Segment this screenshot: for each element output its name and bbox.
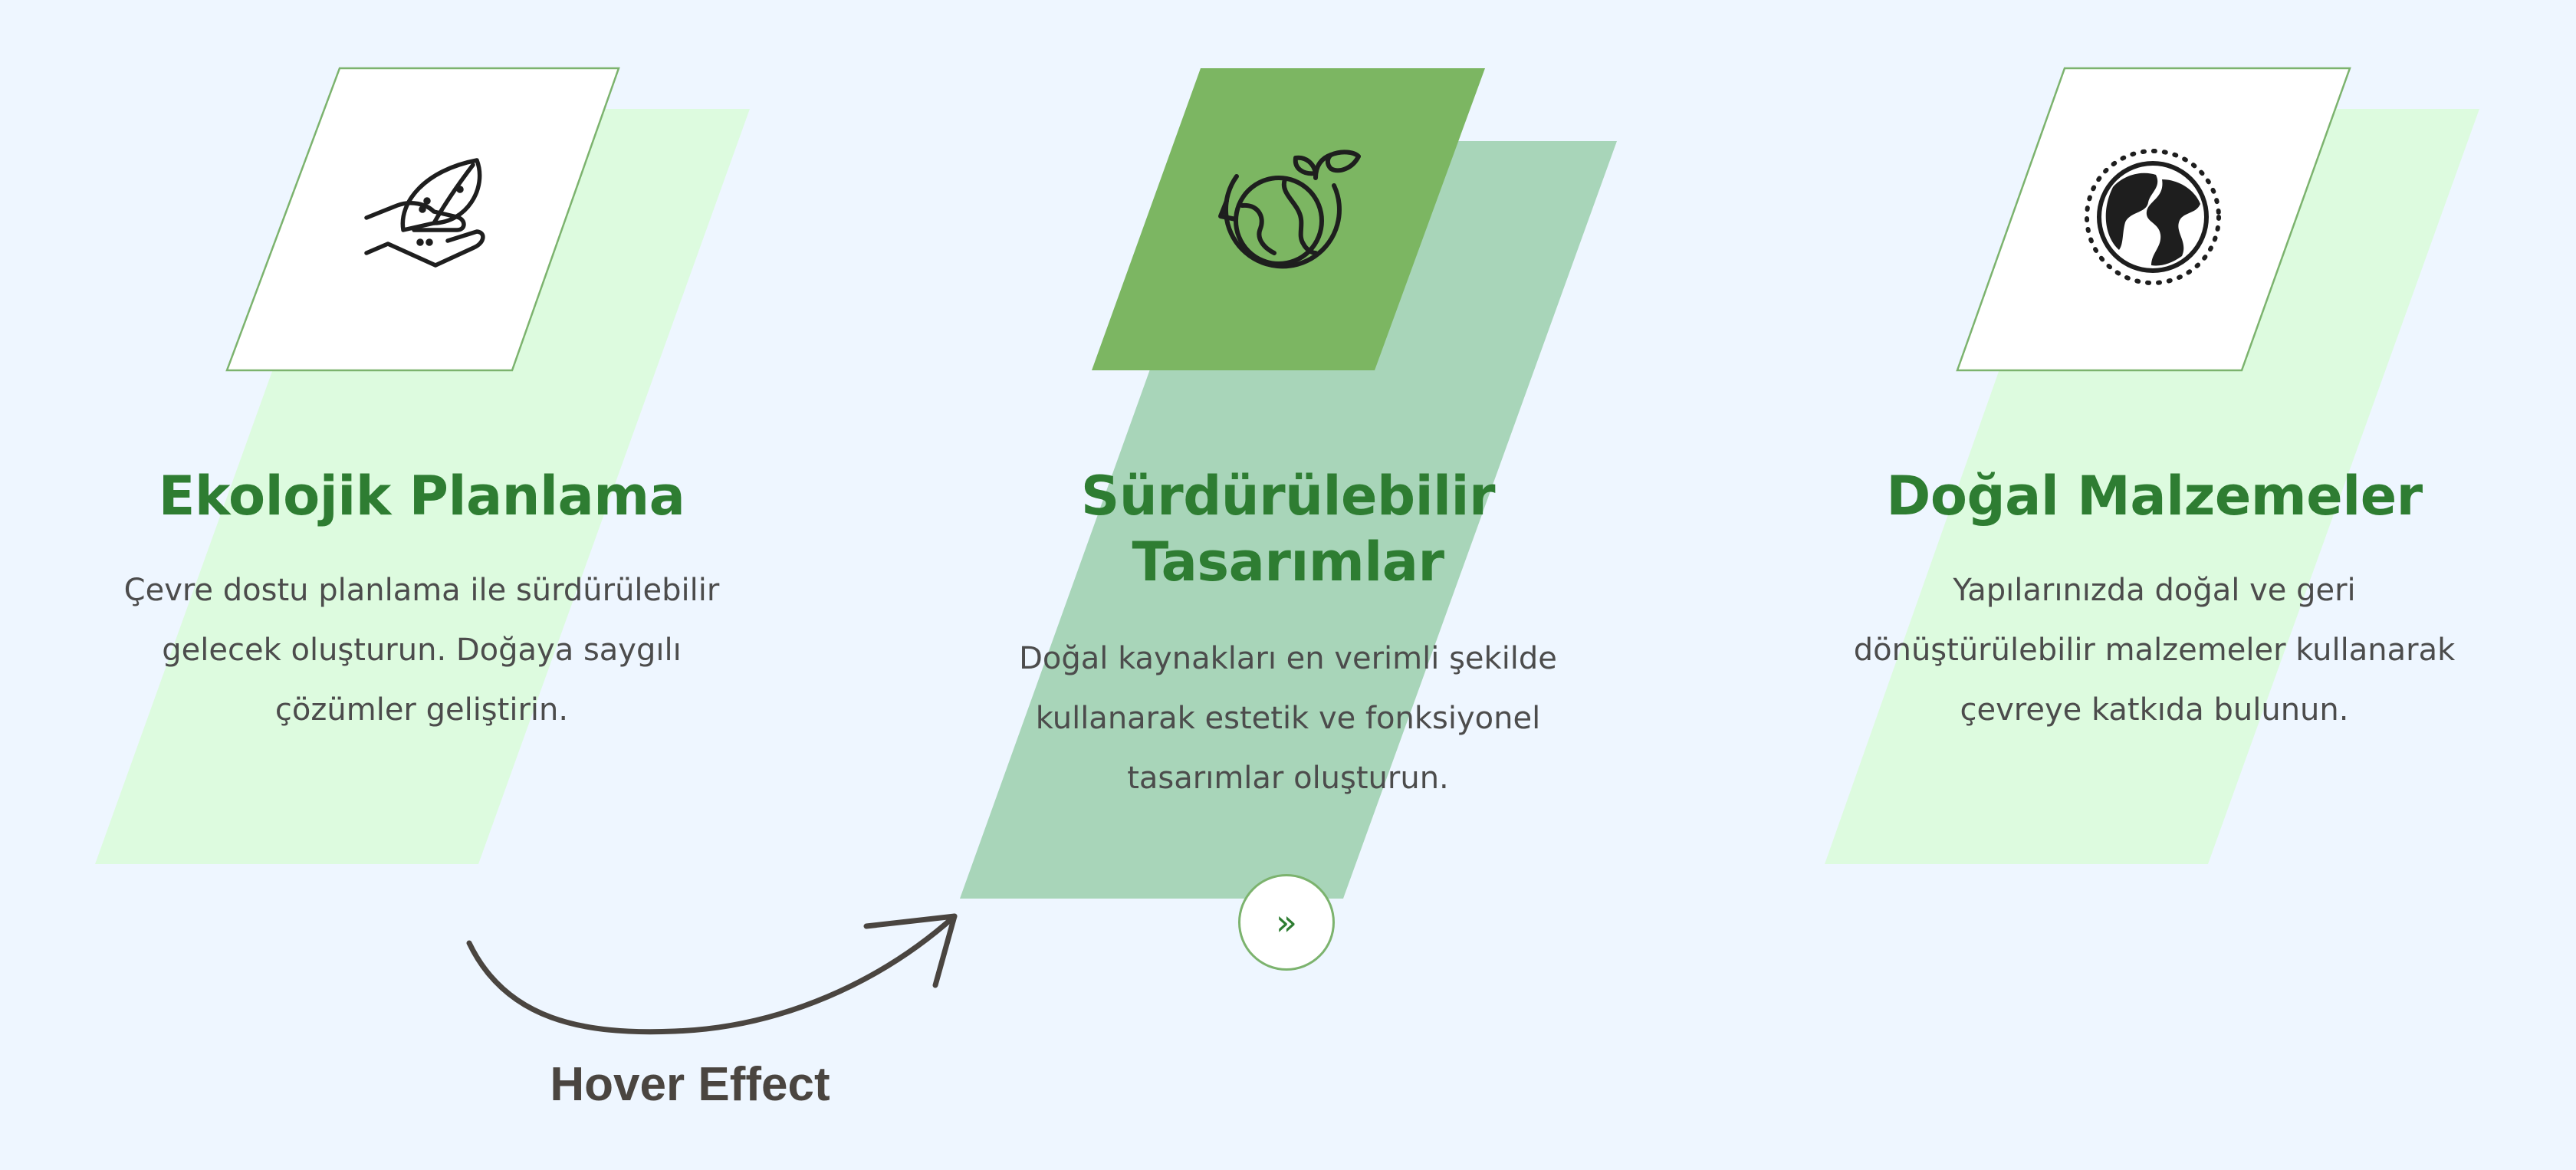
hand-leaf-icon: [364, 158, 485, 268]
card-description: Yapılarınızda doğal ve geri dönüştürüleb…: [1853, 573, 2456, 728]
curved-arrow-icon: [466, 913, 958, 1035]
card-1-icon-box: [225, 67, 620, 372]
card-description: Doğal kaynakları en verimli şekilde kull…: [1019, 641, 1557, 796]
card-title: Doğal Malzemeler: [1886, 465, 2423, 527]
card-title: Sürdürülebilir Tasarımlar: [1080, 465, 1496, 593]
card-2-icon-box: [1092, 68, 1485, 370]
card-2-back-shape: [960, 141, 1617, 899]
globe-recycle-sprout-icon: [1218, 150, 1361, 269]
card-3-back-shape: [1825, 109, 2479, 864]
card-description: Çevre dostu planlama ile sürdürülebilir …: [123, 573, 720, 728]
card-title: Ekolojik Planlama: [158, 465, 685, 527]
hover-effect-label: Hover Effect: [550, 1058, 830, 1111]
card-more-button[interactable]: »: [1238, 874, 1335, 971]
card-1-back-shape: [95, 109, 750, 864]
globe-icon: [2085, 149, 2221, 285]
